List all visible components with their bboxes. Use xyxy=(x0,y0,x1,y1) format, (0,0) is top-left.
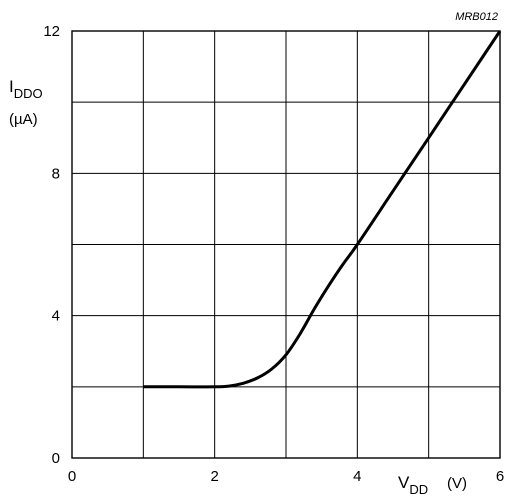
x-tick-label: 4 xyxy=(353,468,361,485)
series-line xyxy=(143,30,502,389)
y-axis-label-subscript: DDO xyxy=(14,86,43,101)
x-tick-label: 2 xyxy=(210,468,218,485)
plot-frame xyxy=(71,30,501,459)
y-axis-label-unit: (µA) xyxy=(9,111,38,128)
grid-lines xyxy=(71,30,501,459)
y-tick-label: 12 xyxy=(43,23,60,40)
x-axis-label-unit: (V) xyxy=(447,475,467,492)
tick-labels: 0 2 4 6 0 4 8 12 xyxy=(43,23,504,485)
y-tick-label: 0 xyxy=(52,450,60,467)
x-axis-label-main: VDD xyxy=(398,473,428,497)
figure-code: MRB012 xyxy=(455,11,498,23)
x-tick-label: 0 xyxy=(68,468,76,485)
y-axis-label-main: IDDO xyxy=(9,77,43,101)
x-axis-label-subscript: DD xyxy=(409,482,428,497)
x-axis-label: VDD (V) xyxy=(398,473,467,497)
x-tick-label: 6 xyxy=(496,468,504,485)
y-tick-label: 4 xyxy=(52,308,60,325)
y-axis-label: IDDO (µA) xyxy=(9,77,43,128)
y-tick-label: 8 xyxy=(52,165,60,182)
